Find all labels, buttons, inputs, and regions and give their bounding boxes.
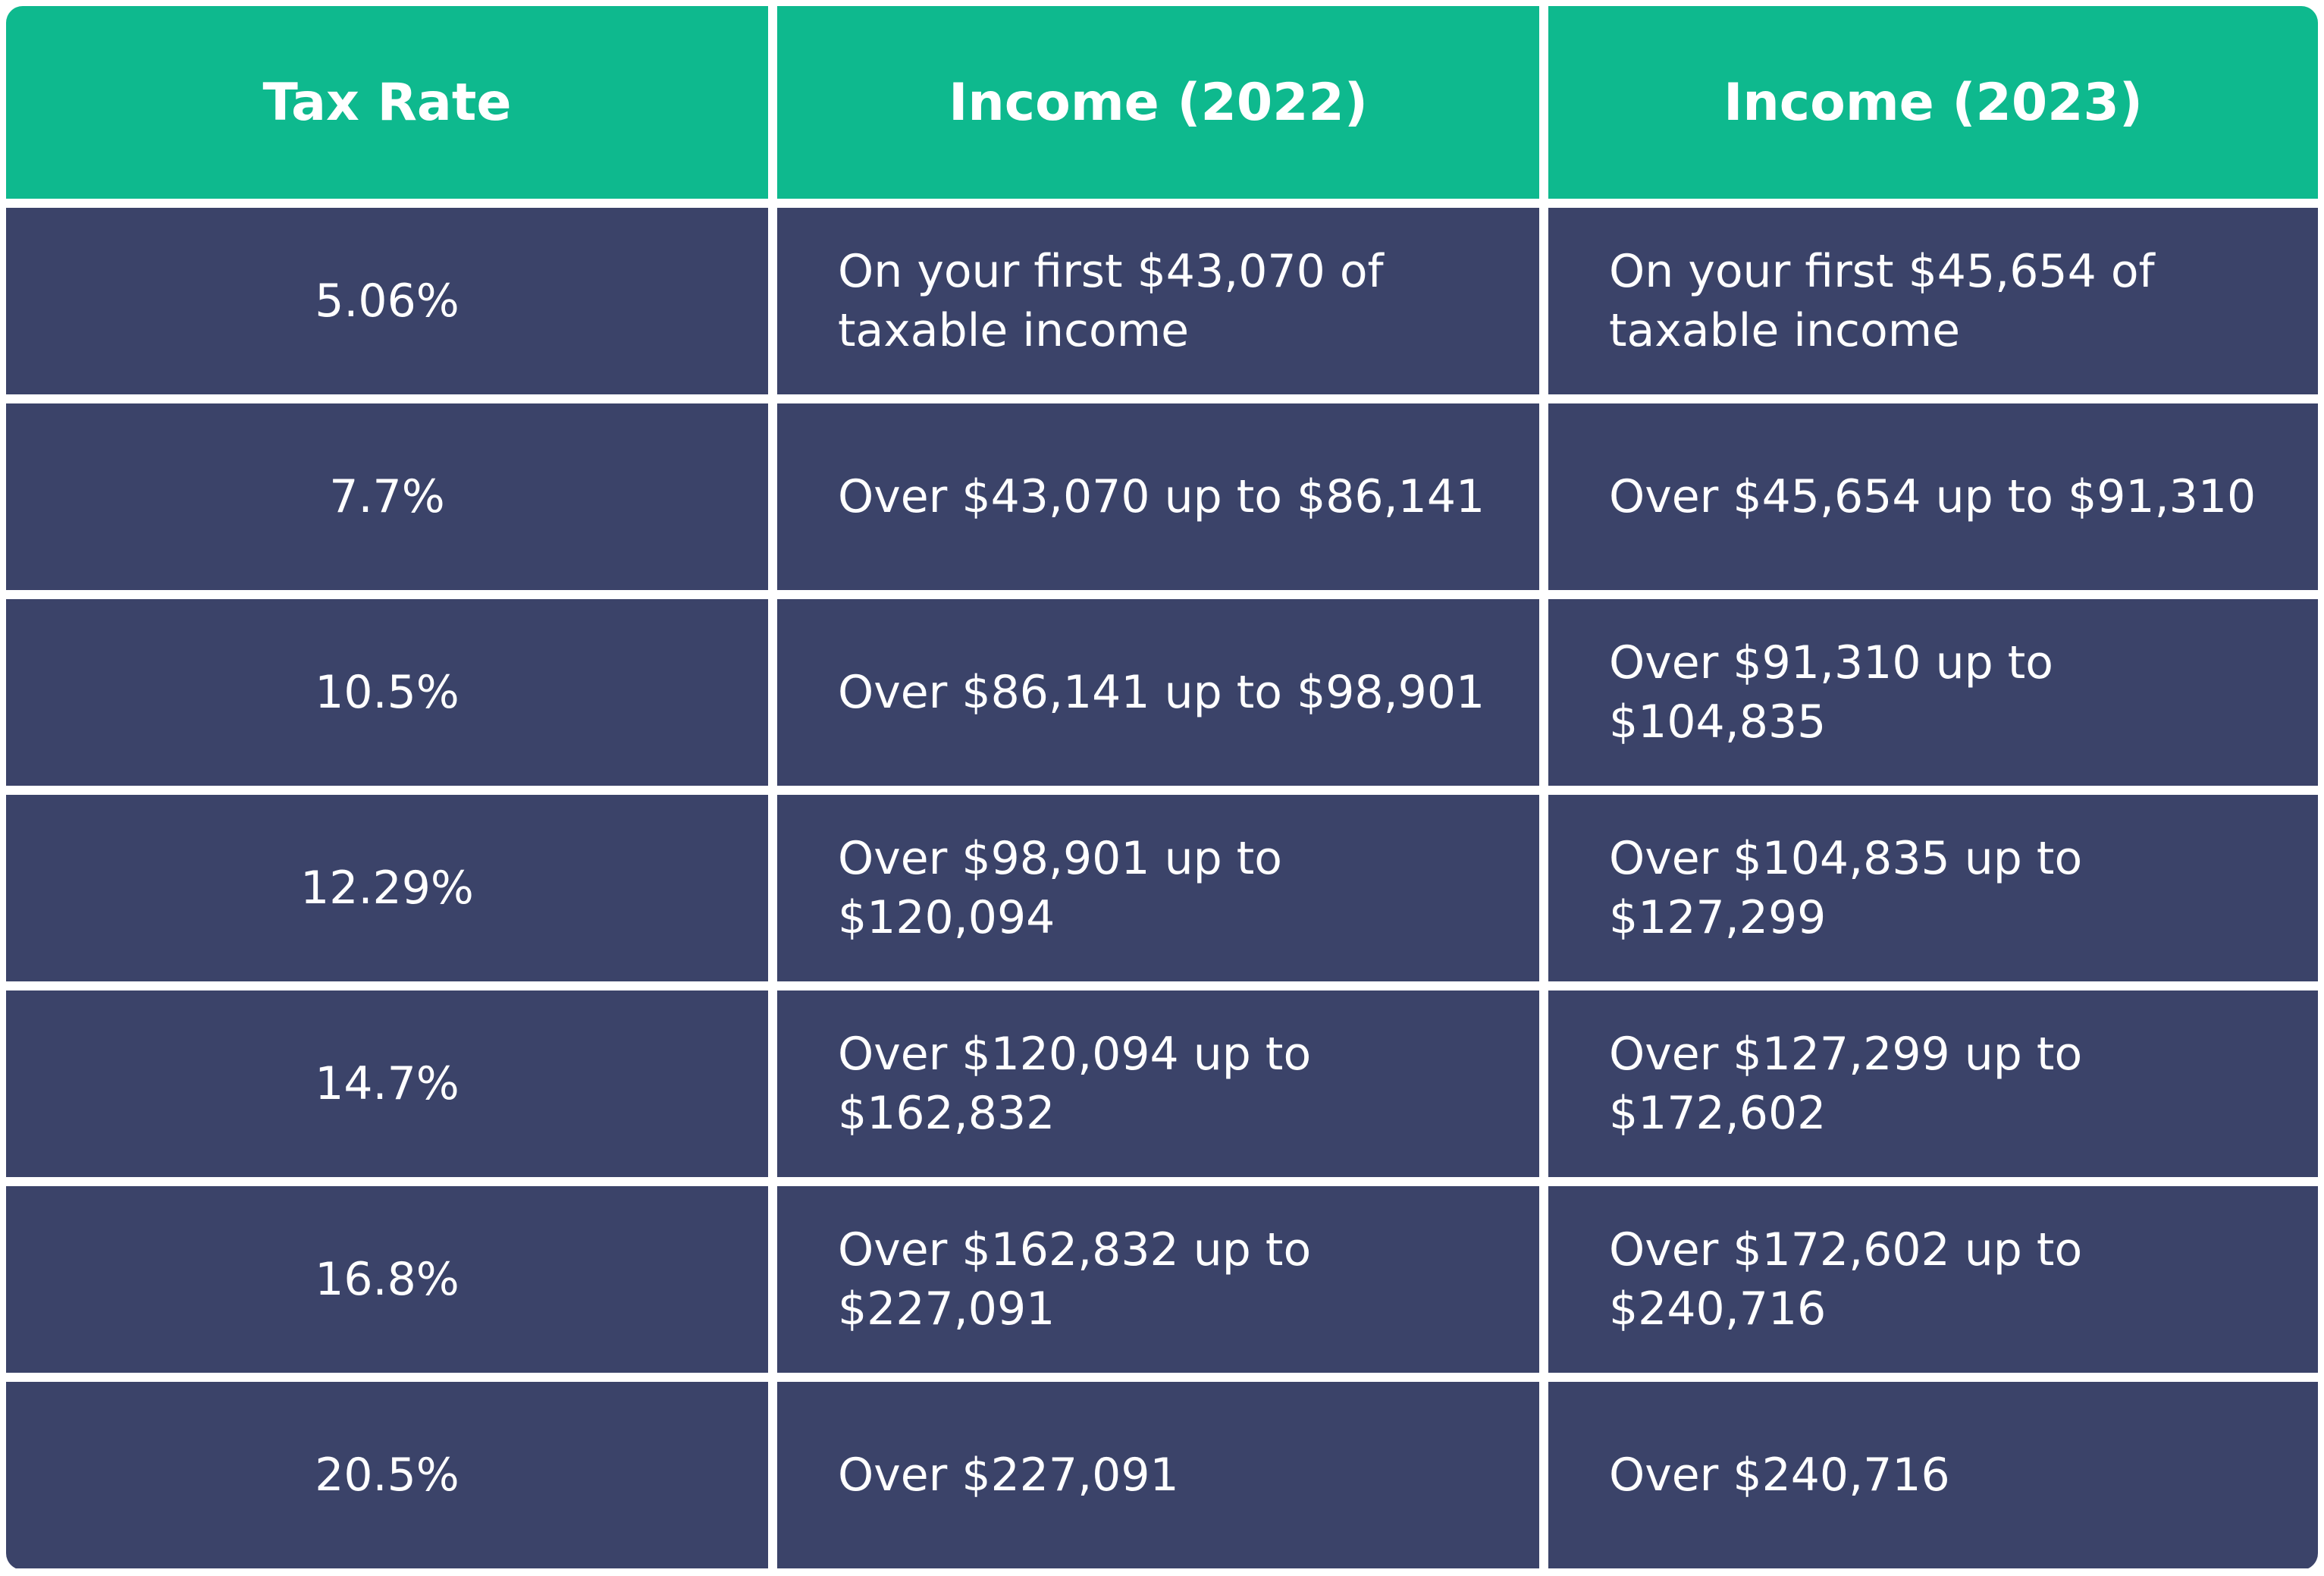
header-cell: Income (2023) [1548,6,2318,199]
income-cell: Over $45,654 up to $91,310 [1548,403,2318,590]
income-cell: Over $240,716 [1548,1382,2318,1568]
header-cell: Income (2022) [777,6,1539,199]
income-cell: Over $127,299 up to $172,602 [1548,990,2318,1177]
income-cell: Over $172,602 up to $240,716 [1548,1186,2318,1373]
header-cell: Tax Rate [6,6,768,199]
income-cell: Over $98,901 up to $120,094 [777,795,1539,981]
income-cell: Over $227,091 [777,1382,1539,1568]
income-cell: On your first $43,070 of taxable income [777,208,1539,394]
income-cell: Over $43,070 up to $86,141 [777,403,1539,590]
income-cell: Over $162,832 up to $227,091 [777,1186,1539,1373]
income-cell: Over $120,094 up to $162,832 [777,990,1539,1177]
income-cell: Over $86,141 up to $98,901 [777,599,1539,786]
tax-rate-cell: 5.06% [6,208,768,394]
income-cell: Over $104,835 up to $127,299 [1548,795,2318,981]
tax-rate-cell: 14.7% [6,990,768,1177]
tax-table: Tax Rate Income (2022) Income (2023) 5.06% O… [6,6,2318,1570]
income-cell: Over $91,310 up to $104,835 [1548,599,2318,786]
income-cell: On your first $45,654 of taxable income [1548,208,2318,394]
tax-rate-cell: 16.8% [6,1186,768,1373]
tax-rate-cell: 10.5% [6,599,768,786]
tax-rate-cell: 7.7% [6,403,768,590]
tax-rate-cell: 20.5% [6,1382,768,1568]
tax-rate-cell: 12.29% [6,795,768,981]
